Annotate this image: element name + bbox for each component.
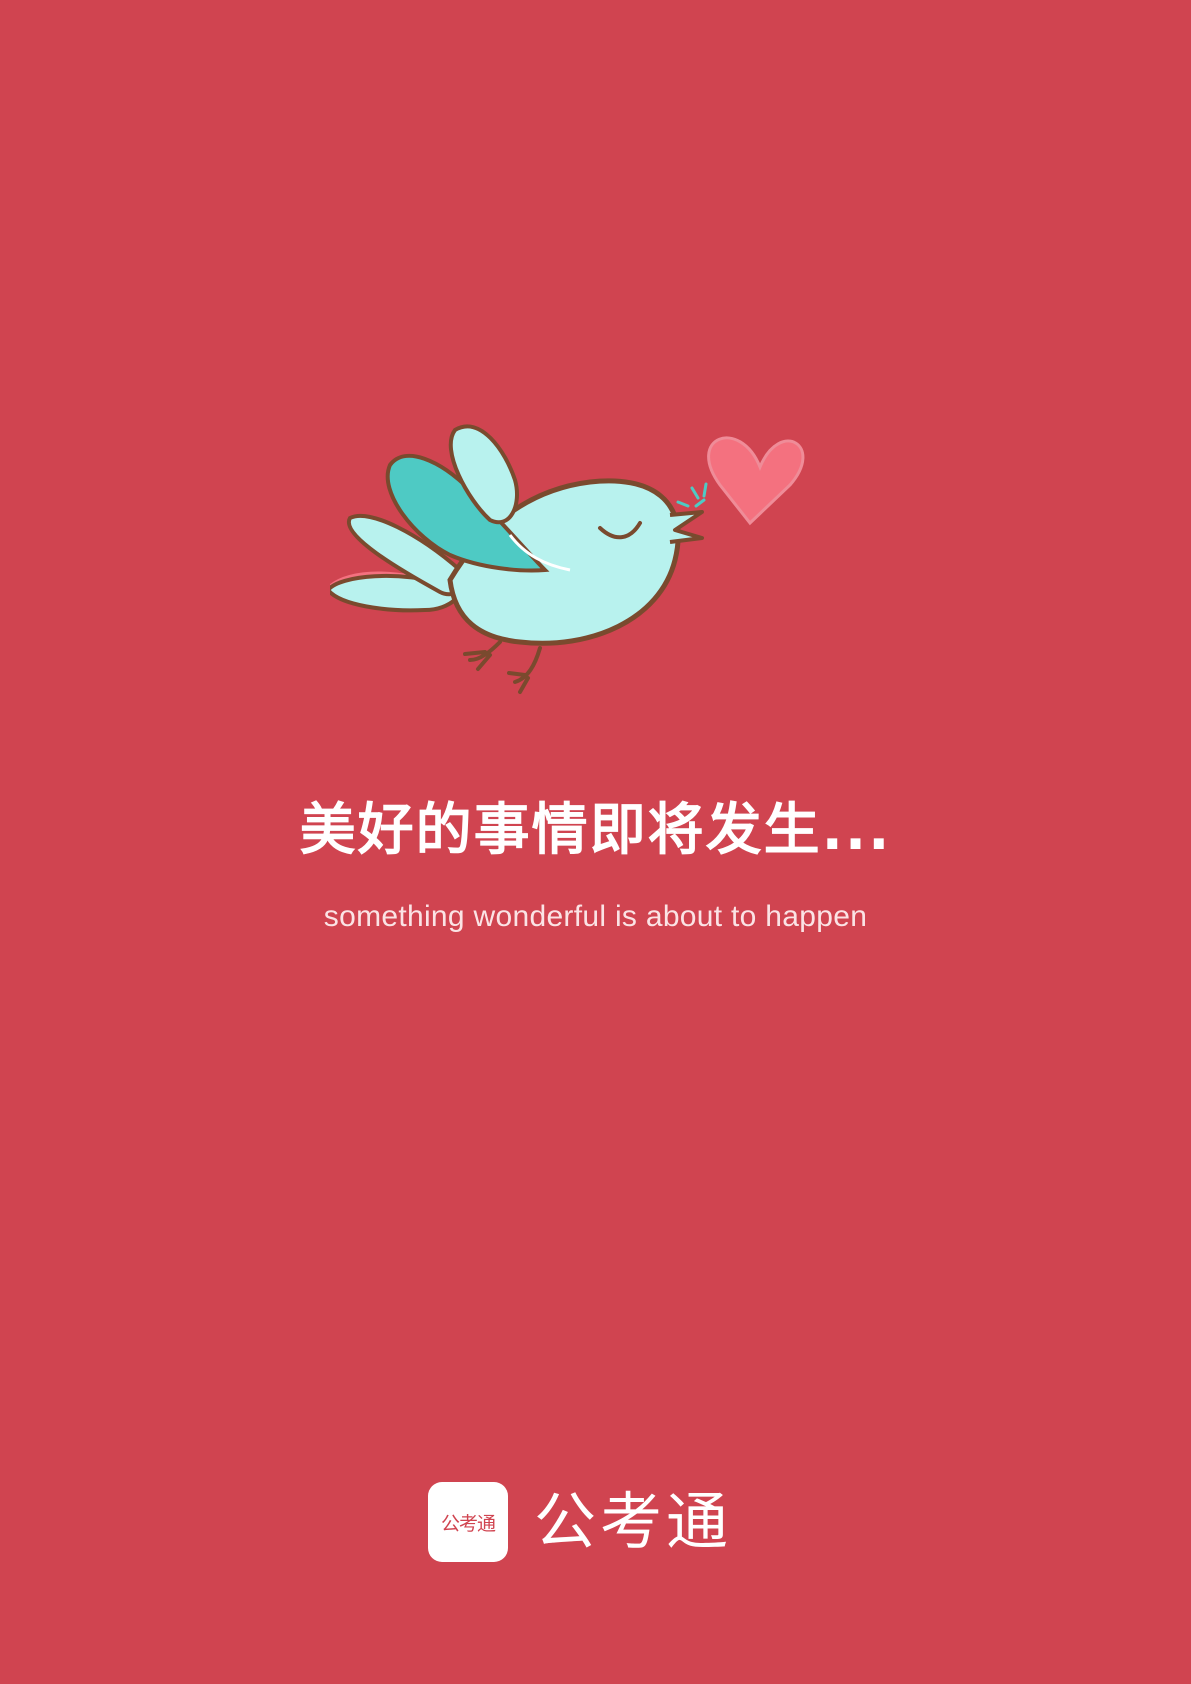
brand-logo: 公考通 公考通 (428, 1482, 732, 1562)
headline-text: 美好的事情即将发生... (299, 798, 892, 863)
heart-icon (707, 436, 805, 526)
bird-illustration (330, 424, 805, 694)
subline-text: something wonderful is about to happen (323, 900, 868, 933)
brand-name: 公考通 (534, 1485, 733, 1558)
app-logo-icon: 公考通 (428, 1482, 508, 1562)
